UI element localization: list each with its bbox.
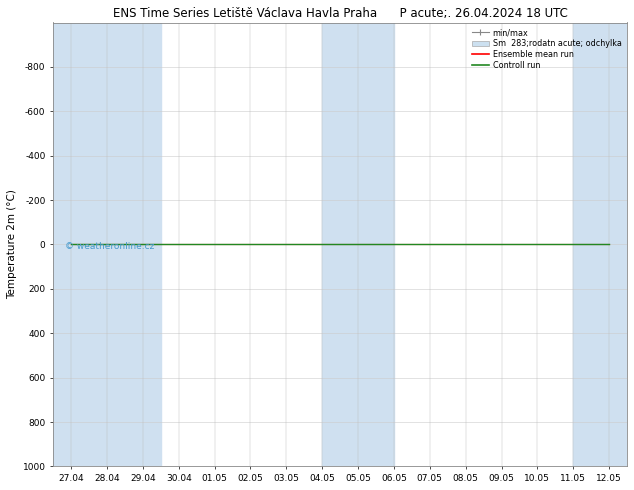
- Text: © weatheronline.cz: © weatheronline.cz: [65, 242, 154, 251]
- Bar: [322, 23, 394, 466]
- Legend: min/max, Sm  283;rodatn acute; odchylka, Ensemble mean run, Controll run: min/max, Sm 283;rodatn acute; odchylka, …: [470, 26, 623, 72]
- Bar: [53, 23, 125, 466]
- Bar: [125, 23, 161, 466]
- Bar: [573, 23, 627, 466]
- Y-axis label: Temperature 2m (°C): Temperature 2m (°C): [7, 190, 17, 299]
- Title: ENS Time Series Letiště Václava Havla Praha      P acute;. 26.04.2024 18 UTC: ENS Time Series Letiště Václava Havla Pr…: [113, 7, 567, 20]
